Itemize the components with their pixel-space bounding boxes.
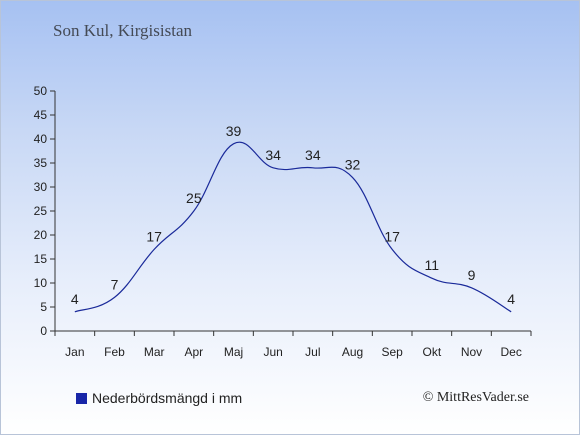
data-point <box>114 296 116 298</box>
data-label: 4 <box>71 291 79 307</box>
legend: Nederbördsmängd i mm <box>76 390 242 406</box>
x-tick-label: Jul <box>305 345 320 359</box>
y-tick-label: 30 <box>34 180 48 194</box>
legend-label: Nederbördsmängd i mm <box>92 390 243 406</box>
data-label: 11 <box>425 257 440 273</box>
data-label: 32 <box>345 156 361 172</box>
data-label: 25 <box>186 190 202 206</box>
y-tick-label: 0 <box>40 324 47 338</box>
data-label: 39 <box>226 123 242 139</box>
y-tick-label: 40 <box>34 132 48 146</box>
data-label: 4 <box>507 291 515 307</box>
y-tick-label: 5 <box>40 300 47 314</box>
x-tick-label: Nov <box>461 345 482 359</box>
data-point <box>471 287 473 289</box>
data-point <box>153 248 155 250</box>
x-tick-label: Okt <box>422 345 441 359</box>
legend-swatch <box>76 392 87 404</box>
chart-title: Son Kul, Kirgisistan <box>53 21 193 40</box>
copyright-text: © MittResVader.se <box>422 390 529 405</box>
x-tick-label: Mar <box>144 345 165 359</box>
data-label: 7 <box>111 276 119 292</box>
x-tick-label: Apr <box>184 345 203 359</box>
x-tick-label: Jan <box>65 345 84 359</box>
data-point <box>431 277 433 279</box>
data-label: 17 <box>384 228 400 244</box>
data-point <box>352 176 354 178</box>
y-tick-label: 45 <box>34 108 48 122</box>
x-tick-label: Sep <box>381 345 403 359</box>
data-point <box>193 210 195 212</box>
y-tick-label: 25 <box>34 204 48 218</box>
y-tick-label: 10 <box>34 276 48 290</box>
y-tick-label: 50 <box>34 84 48 98</box>
data-point <box>510 311 512 313</box>
y-tick-label: 20 <box>34 228 48 242</box>
series-line <box>74 141 512 313</box>
data-label: 17 <box>146 228 162 244</box>
x-tick-label: Aug <box>342 345 363 359</box>
data-point <box>391 248 393 250</box>
data-label: 34 <box>305 147 321 163</box>
data-point <box>272 167 274 169</box>
x-tick-label: Maj <box>224 345 243 359</box>
y-tick-label: 15 <box>34 252 48 266</box>
data-point <box>74 311 76 313</box>
data-label: 9 <box>468 267 476 283</box>
data-label: 34 <box>265 147 281 163</box>
y-tick-label: 35 <box>34 156 48 170</box>
data-point <box>233 143 235 145</box>
x-tick-label: Feb <box>104 345 125 359</box>
x-tick-label: Dec <box>500 345 521 359</box>
x-tick-label: Jun <box>263 345 282 359</box>
data-point <box>312 167 314 169</box>
